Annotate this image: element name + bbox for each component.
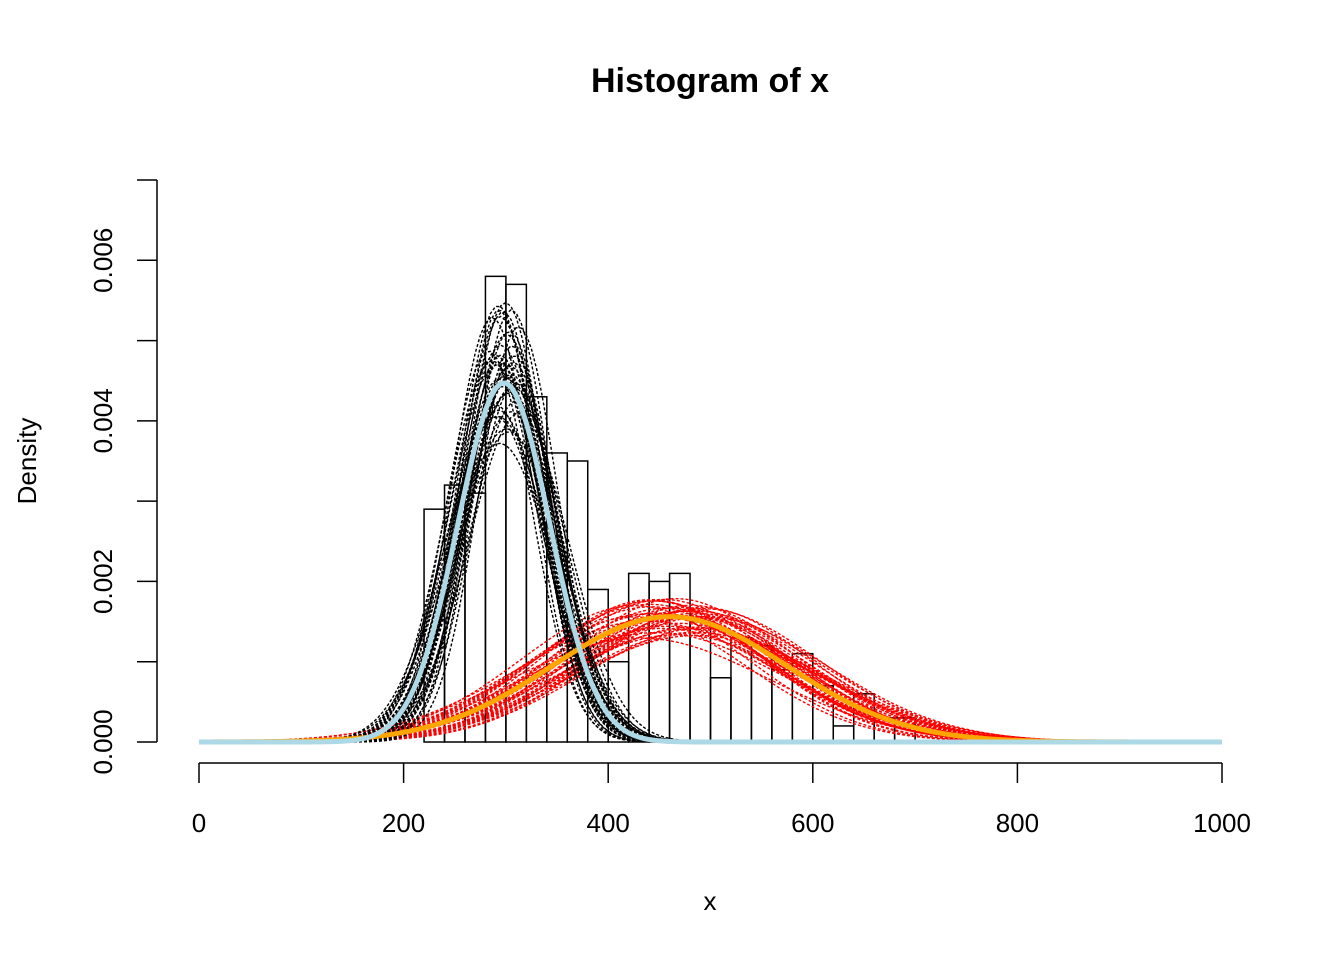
fitted-curves: [198, 380, 1222, 745]
y-tick-label: 0.000: [88, 709, 118, 774]
y-tick-label: 0.006: [88, 228, 118, 293]
y-tick-label: 0.002: [88, 549, 118, 614]
x-axis: 0 200 400 600 800 1000: [192, 762, 1251, 838]
y-axis: 0.000 0.002 0.004 0.006: [88, 179, 158, 775]
chart-title: Histogram of x: [591, 62, 829, 100]
histogram-bar: [627, 572, 650, 743]
component1-fit-curve: [199, 380, 1222, 745]
histogram-bar: [771, 668, 794, 743]
y-tick-label: 0.004: [88, 388, 118, 453]
x-tick-label: 0: [192, 808, 206, 838]
x-tick-label: 800: [996, 808, 1039, 838]
x-tick-label: 1000: [1193, 808, 1251, 838]
x-tick-label: 400: [587, 808, 630, 838]
y-axis-label: Density: [12, 418, 42, 505]
x-axis-label: x: [704, 886, 717, 916]
histogram-bar: [709, 677, 732, 743]
histogram-bars: [423, 275, 916, 743]
x-tick-label: 600: [791, 808, 834, 838]
x-tick-label: 200: [382, 808, 425, 838]
component1-sample-curve: [199, 301, 1222, 743]
component1-sample-curve: [199, 308, 1222, 743]
